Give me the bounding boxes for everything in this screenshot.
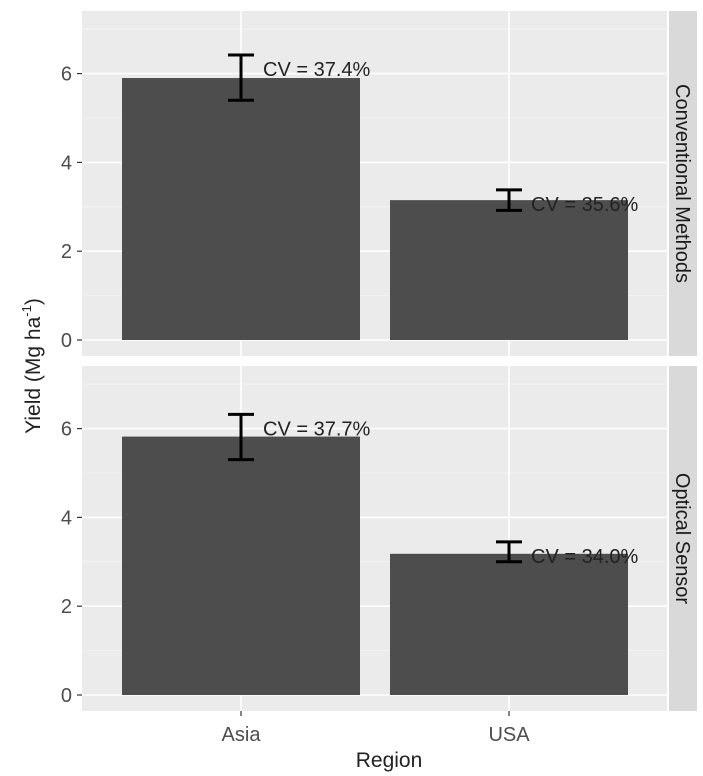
bar-usa [390, 553, 628, 695]
bar-asia [122, 78, 360, 340]
facet-strip [669, 366, 697, 711]
y-tick-label: 4 [61, 507, 72, 529]
bar-usa [390, 200, 628, 340]
y-axis-title-superscript: -1 [19, 305, 34, 317]
facet-strip-label: Conventional Methods [671, 84, 693, 283]
bar-asia [122, 436, 360, 695]
x-tick-label: USA [488, 724, 530, 746]
cv-data-label: CV = 34.0% [531, 546, 639, 568]
cv-data-label: CV = 35.6% [531, 194, 639, 216]
cv-data-label: CV = 37.7% [263, 418, 371, 440]
y-axis-title-main: Yield (Mg ha [22, 316, 45, 433]
y-tick-label: 6 [61, 419, 72, 441]
y-tick-label: 4 [61, 152, 72, 174]
y-tick-label: 2 [61, 241, 72, 263]
y-axis-title: Yield (Mg ha-1) [19, 298, 45, 434]
facet-strip-label: Optical Sensor [671, 473, 693, 605]
y-tick-label: 0 [61, 685, 72, 707]
y-tick-label: 2 [61, 596, 72, 618]
y-tick-label: 0 [61, 330, 72, 352]
cv-data-label: CV = 37.4% [263, 59, 371, 81]
y-tick-label: 6 [61, 64, 72, 86]
panels: CV = 37.4% CV = 35.6% 0 2 4 6 Conventional Met… [61, 11, 697, 746]
x-axis-title: Region [356, 749, 423, 772]
y-axis-title-close: ) [22, 298, 45, 305]
facet-strip [669, 11, 697, 356]
x-tick-label: Asia [222, 724, 262, 746]
